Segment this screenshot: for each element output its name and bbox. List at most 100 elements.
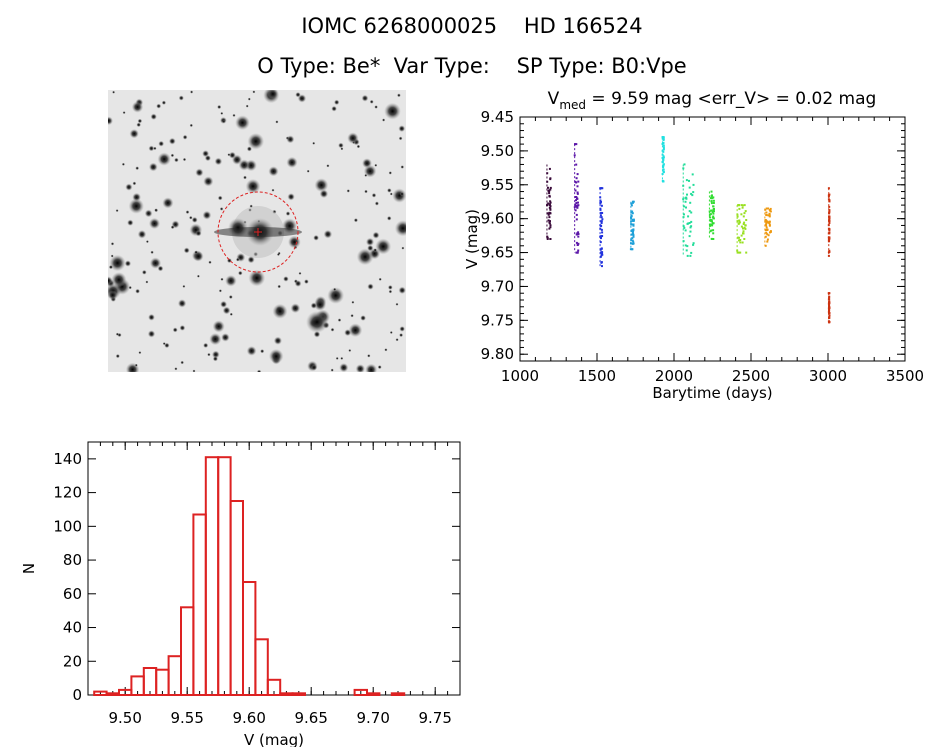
data-point — [745, 251, 748, 254]
star — [170, 225, 175, 230]
star — [337, 318, 342, 322]
data-point — [630, 204, 633, 207]
data-point — [632, 234, 635, 237]
star — [387, 188, 392, 193]
data-point — [738, 204, 741, 207]
star — [398, 125, 406, 132]
data-point — [769, 207, 772, 210]
data-point — [744, 210, 747, 213]
star — [351, 300, 355, 304]
data-point — [600, 200, 602, 203]
data-point — [766, 240, 769, 243]
star — [190, 90, 194, 94]
data-point — [827, 292, 830, 295]
star — [149, 257, 162, 269]
data-point — [662, 159, 665, 162]
data-point — [688, 179, 690, 182]
star — [294, 280, 302, 287]
data-point — [712, 232, 715, 235]
star — [400, 165, 405, 169]
data-point — [713, 210, 715, 213]
star — [144, 209, 153, 218]
star — [228, 295, 233, 299]
data-point — [575, 181, 578, 184]
star — [195, 168, 204, 177]
data-point — [662, 150, 665, 153]
star — [356, 248, 374, 266]
data-point — [741, 241, 744, 244]
star — [367, 354, 371, 358]
data-point — [710, 202, 713, 205]
data-point — [692, 243, 695, 246]
data-point — [600, 187, 603, 190]
star — [327, 287, 345, 304]
data-point — [577, 201, 579, 204]
data-point — [687, 222, 690, 225]
star — [350, 314, 354, 318]
data-point — [549, 177, 552, 180]
star — [147, 330, 156, 338]
data-point — [711, 194, 713, 197]
data-point — [741, 204, 744, 207]
data-point — [708, 210, 711, 213]
x-tick-label: 9.55 — [170, 709, 203, 727]
star — [115, 354, 120, 359]
x-tick-label: 3000 — [809, 367, 847, 385]
x-tick-label: 9.75 — [418, 709, 451, 727]
star — [135, 288, 140, 294]
star — [243, 175, 247, 180]
data-point — [691, 173, 694, 176]
data-point — [742, 232, 744, 235]
star — [399, 191, 405, 197]
data-point — [548, 212, 551, 215]
star — [268, 348, 284, 364]
star — [174, 367, 178, 371]
data-point — [692, 191, 695, 194]
data-point — [573, 154, 576, 157]
star — [275, 120, 279, 124]
data-point — [743, 212, 746, 215]
star — [219, 207, 224, 211]
star — [314, 178, 329, 192]
data-point — [709, 213, 712, 216]
star — [247, 97, 251, 101]
star — [330, 368, 334, 372]
data-point — [546, 236, 549, 239]
star — [401, 246, 405, 250]
histogram-bar — [390, 692, 406, 696]
data-point — [828, 193, 831, 196]
star — [158, 140, 165, 147]
star — [323, 229, 333, 239]
data-point — [631, 201, 634, 204]
star — [252, 90, 256, 94]
y-tick-label: 60 — [63, 585, 82, 603]
star — [135, 166, 140, 171]
data-point — [686, 193, 688, 196]
star — [334, 99, 340, 105]
star — [189, 123, 193, 128]
star — [372, 231, 380, 239]
data-point — [710, 237, 713, 240]
star — [361, 94, 369, 102]
y-axis-label: V (mag) — [463, 209, 481, 269]
data-point — [632, 242, 635, 245]
data-point — [600, 216, 603, 219]
star — [288, 235, 301, 249]
star — [363, 164, 377, 178]
star — [348, 349, 352, 352]
data-point — [768, 221, 771, 224]
star — [364, 189, 368, 194]
x-tick-label: 9.65 — [294, 709, 327, 727]
star — [192, 369, 196, 372]
data-point — [742, 230, 745, 233]
star — [306, 169, 310, 173]
star — [168, 137, 176, 145]
data-point — [575, 143, 578, 146]
data-point — [828, 312, 831, 314]
data-point — [828, 249, 831, 252]
data-point — [575, 163, 578, 166]
light-curve-chart: Vmed = 9.59 mag <err_V> = 0.02 mag 1000 15… — [463, 89, 924, 402]
star — [290, 303, 301, 314]
data-point — [547, 186, 549, 189]
star — [283, 276, 289, 282]
